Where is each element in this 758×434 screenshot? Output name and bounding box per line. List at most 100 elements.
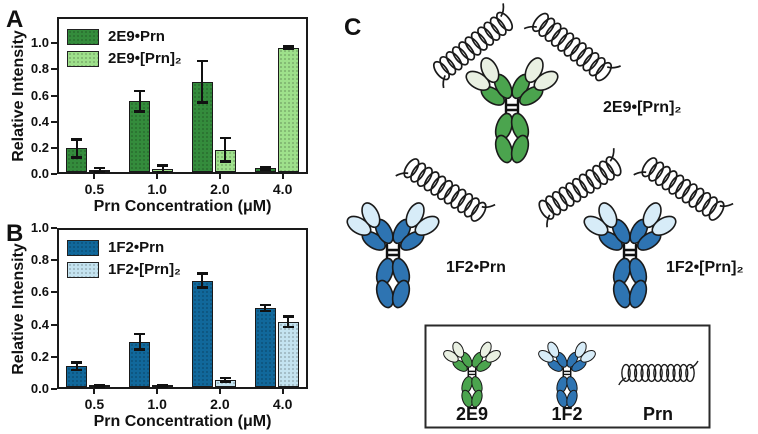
y-tick-label: 0.2 bbox=[30, 139, 49, 155]
error-bar-cap bbox=[134, 89, 146, 93]
antibody-1f2-icon bbox=[578, 197, 682, 310]
panel-b-letter: B bbox=[6, 220, 24, 247]
molecule-label-1f2-prn: 1F2•Prn bbox=[446, 259, 506, 276]
x-tick-mark bbox=[281, 174, 284, 179]
y-tick-mark bbox=[51, 68, 57, 71]
legend-item: 2E9•Prn bbox=[67, 28, 182, 45]
error-bar-cap bbox=[157, 383, 169, 387]
panel-c-diagram: 2E9 1F2 Prn 2E9•[Prn]₂ 1F2•Prn 1F2•[Prn]… bbox=[340, 0, 758, 434]
error-bar-cap bbox=[71, 368, 83, 372]
x-tick-label: 0.5 bbox=[84, 181, 105, 197]
molecule-label-2e9-prn2: 2E9•[Prn]₂ bbox=[603, 99, 682, 116]
error-bar-cap bbox=[196, 286, 208, 289]
error-bar-line bbox=[98, 167, 101, 172]
bar bbox=[191, 280, 213, 387]
legend-item: 2E9•[Prn]₂ bbox=[67, 50, 182, 67]
y-tick-mark bbox=[51, 259, 57, 262]
plot-area: 1F2•Prn 1F2•[Prn]₂ bbox=[57, 228, 308, 389]
error-bar-line bbox=[75, 362, 78, 371]
x-tick-label: 1.0 bbox=[147, 181, 167, 197]
error-bar-cap bbox=[219, 136, 231, 140]
antibody-2e9-icon bbox=[440, 339, 504, 409]
error-bar-cap bbox=[219, 380, 231, 383]
error-bar-cap bbox=[259, 165, 271, 168]
y-tick-label: 0.6 bbox=[30, 284, 49, 300]
antibody-1f2-icon bbox=[341, 197, 445, 310]
y-tick-mark bbox=[51, 94, 57, 97]
y-tick-mark bbox=[51, 291, 57, 294]
legend-label: 2E9•[Prn]₂ bbox=[108, 50, 182, 67]
error-bar-cap bbox=[282, 45, 294, 48]
error-bar-cap bbox=[94, 383, 106, 387]
y-tick-mark bbox=[51, 173, 57, 175]
error-bar-line bbox=[224, 377, 227, 382]
error-bar-line bbox=[161, 165, 164, 172]
y-tick-label: 0.8 bbox=[30, 252, 49, 268]
panel-a-letter: A bbox=[6, 6, 24, 33]
error-bar-line bbox=[287, 316, 290, 328]
error-bar-line bbox=[264, 166, 267, 170]
error-bar-cap bbox=[259, 309, 271, 313]
error-bar-cap bbox=[94, 385, 106, 388]
key-label-1f2: 1F2 bbox=[551, 404, 582, 424]
error-bar-cap bbox=[71, 156, 83, 159]
legend-swatch bbox=[67, 239, 99, 256]
error-bar-cap bbox=[196, 272, 208, 275]
x-axis-title: Prn Concentration (μM) bbox=[93, 198, 272, 215]
x-tick-label: 1.0 bbox=[147, 396, 167, 412]
error-bar-line bbox=[75, 139, 78, 158]
error-bar-line bbox=[201, 60, 204, 103]
error-bar-cap bbox=[259, 303, 271, 307]
error-bar-cap bbox=[282, 325, 294, 329]
x-tick-mark bbox=[156, 174, 159, 179]
plot-area: 2E9•Prn 2E9•[Prn]₂ bbox=[57, 17, 308, 174]
x-tick-mark bbox=[218, 389, 221, 394]
y-tick-label: 1.0 bbox=[30, 220, 49, 235]
error-bar-cap bbox=[219, 160, 231, 163]
x-tick-mark bbox=[156, 389, 159, 394]
legend-label: 1F2•[Prn]₂ bbox=[108, 261, 181, 278]
bar bbox=[66, 366, 88, 387]
y-axis-title: Relative Intensity bbox=[10, 29, 27, 162]
error-bar-cap bbox=[134, 332, 146, 336]
bar bbox=[129, 341, 151, 387]
key-box bbox=[424, 324, 711, 429]
error-bar-cap bbox=[134, 110, 146, 113]
error-bar-line bbox=[264, 304, 267, 312]
x-tick-label: 0.5 bbox=[84, 396, 105, 412]
error-bar-line bbox=[224, 137, 227, 162]
molecule-label-1f2-prn2: 1F2•[Prn]₂ bbox=[666, 259, 744, 276]
prn-coil-icon bbox=[618, 360, 699, 386]
key-label-prn: Prn bbox=[643, 404, 673, 424]
antibody-2e9-icon bbox=[460, 52, 564, 165]
legend-label: 2E9•Prn bbox=[108, 28, 165, 45]
y-tick-mark bbox=[51, 42, 57, 45]
y-tick-mark bbox=[51, 227, 57, 229]
legend-swatch bbox=[67, 261, 99, 278]
x-tick-label: 4.0 bbox=[272, 181, 293, 197]
y-tick-label: 0.4 bbox=[30, 113, 49, 129]
x-tick-mark bbox=[93, 174, 96, 179]
key-label-2e9: 2E9 bbox=[456, 404, 488, 424]
x-tick-label: 2.0 bbox=[210, 181, 230, 197]
panel-a-chart: 2E9•Prn 2E9•[Prn]₂ 0.0 0.2 0.4 0.6 0.8 1.0 Relat… bbox=[0, 0, 340, 218]
chart-legend: 2E9•Prn 2E9•[Prn]₂ bbox=[67, 23, 182, 72]
bar bbox=[277, 47, 299, 172]
error-bar-cap bbox=[134, 348, 146, 351]
chart-legend: 1F2•Prn 1F2•[Prn]₂ bbox=[67, 234, 181, 283]
panel-b-chart: 1F2•Prn 1F2•[Prn]₂ 0.0 0.2 0.4 0.6 0.8 1.0 Relat… bbox=[0, 218, 340, 434]
legend-item: 1F2•Prn bbox=[67, 239, 181, 256]
y-tick-mark bbox=[51, 355, 57, 358]
error-bar-line bbox=[138, 90, 141, 112]
legend-item: 1F2•[Prn]₂ bbox=[67, 261, 181, 278]
bar bbox=[191, 81, 213, 172]
panel-c-canvas: 2E9 1F2 Prn bbox=[340, 2, 734, 429]
y-tick-label: 0.2 bbox=[30, 348, 49, 364]
panel-c-letter: C bbox=[344, 14, 362, 41]
x-tick-mark bbox=[93, 389, 96, 394]
legend-swatch bbox=[67, 28, 99, 45]
y-tick-label: 1.0 bbox=[30, 35, 49, 51]
error-bar-cap bbox=[282, 315, 294, 318]
error-bar-cap bbox=[71, 361, 83, 364]
bar bbox=[129, 101, 151, 172]
